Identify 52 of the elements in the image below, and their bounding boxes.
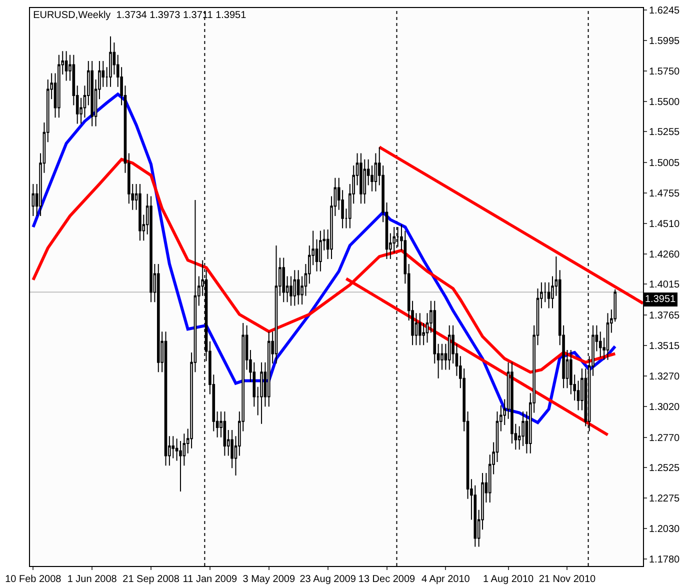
x-tick-label: 3 May 2009 bbox=[242, 574, 296, 585]
x-tick-label: 10 Feb 2008 bbox=[5, 574, 62, 585]
candlestick bbox=[109, 36, 112, 88]
y-tick-label: 1.4260 bbox=[649, 250, 680, 261]
candlestick bbox=[293, 270, 296, 306]
y-tick-label: 1.2525 bbox=[649, 462, 680, 474]
y-tick-label: 1.4755 bbox=[649, 188, 680, 200]
candlestick bbox=[58, 54, 60, 118]
candlestick bbox=[296, 270, 300, 306]
y-tick-label: 1.5500 bbox=[649, 97, 680, 108]
y-tick-label: 1.1780 bbox=[649, 554, 680, 566]
x-tick-label: 11 Jan 2009 bbox=[182, 574, 238, 585]
candlestick bbox=[64, 50, 68, 82]
y-tick-label: 1.3765 bbox=[649, 310, 680, 322]
y-tick-label: 1.4015 bbox=[649, 280, 680, 291]
y-tick-label: 1.5005 bbox=[649, 158, 680, 169]
y-tick-label: 1.5255 bbox=[649, 127, 680, 138]
candlestick bbox=[448, 324, 451, 370]
candlestick bbox=[90, 60, 94, 127]
x-tick-label: 13 Dec 2009 bbox=[358, 574, 416, 585]
candlestick bbox=[223, 411, 226, 456]
y-tick-label: 1.3515 bbox=[649, 341, 680, 352]
y-tick-label: 1.2770 bbox=[649, 432, 680, 444]
y-tick-label: 1.2030 bbox=[649, 524, 680, 535]
candlestick bbox=[282, 257, 286, 303]
y-tick-label: 1.2275 bbox=[649, 494, 680, 505]
candlestick bbox=[267, 331, 270, 408]
y-tick-label: 1.5750 bbox=[649, 66, 680, 78]
y-tick-label: 1.5995 bbox=[649, 36, 680, 48]
candlestick bbox=[150, 196, 152, 303]
candlestick bbox=[319, 230, 322, 272]
chart-title: EURUSD,Weekly 1.3734 1.3973 1.3711 1.3951 bbox=[33, 10, 247, 21]
y-tick-label: 1.3020 bbox=[649, 402, 680, 414]
candlestick bbox=[164, 331, 168, 466]
candlestick bbox=[360, 152, 362, 204]
candlestick bbox=[260, 362, 263, 424]
x-tick-label: 21 Nov 2010 bbox=[538, 574, 596, 585]
ref-line-label: 1.3951 bbox=[645, 294, 676, 305]
y-tick-label: 1.4510 bbox=[649, 218, 680, 230]
candlestick bbox=[274, 244, 278, 364]
y-tick-label: 1.3270 bbox=[649, 371, 680, 382]
x-tick-label: 4 Apr 2010 bbox=[421, 574, 470, 585]
x-tick-label: 21 Sep 2008 bbox=[122, 574, 180, 585]
x-tick-label: 1 Jun 2008 bbox=[67, 574, 118, 585]
candlestick bbox=[138, 184, 142, 242]
candlestick bbox=[418, 312, 422, 346]
x-tick-label: 23 Aug 2009 bbox=[300, 574, 356, 585]
x-tick-label: 1 Aug 2010 bbox=[482, 574, 534, 585]
candlestick bbox=[32, 184, 35, 216]
candlestick bbox=[606, 312, 610, 360]
candlestick bbox=[156, 263, 160, 373]
y-tick-label: 1.6245 bbox=[649, 5, 680, 16]
